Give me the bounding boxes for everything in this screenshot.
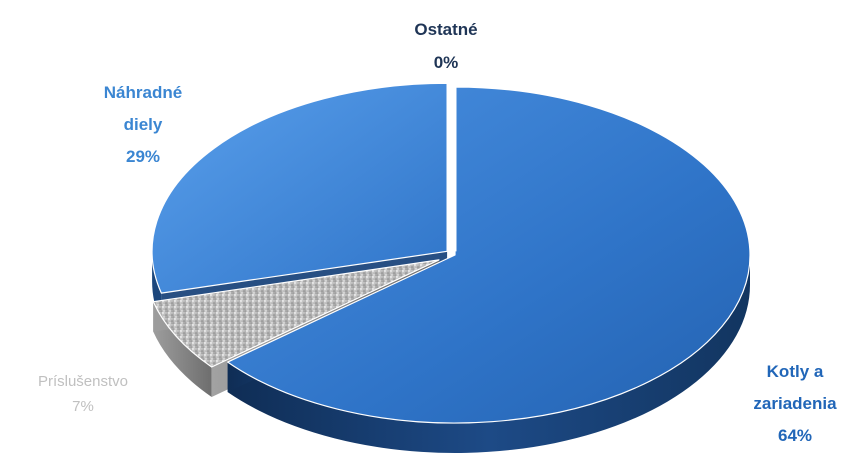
slice-label-value-2: 29% — [126, 147, 160, 166]
pie-slice-side-1 — [153, 301, 212, 397]
slice-label-value-3: 0% — [434, 53, 459, 72]
pie-slice-0 — [227, 86, 751, 453]
slice-label-value-0: 64% — [778, 426, 812, 445]
pie-slice-side-0 — [227, 255, 750, 453]
slice-label-value-1: 7% — [72, 398, 94, 415]
slice-label-name-0: Kotly a zariadenia — [753, 362, 837, 413]
slice-label-name-1: Príslušenstvo — [38, 373, 128, 390]
slice-label-name-2: Náhradné diely — [104, 83, 182, 134]
slice-label-name-3: Ostatné — [414, 20, 477, 39]
pie-slice-top-2 — [151, 82, 448, 294]
pie-slice-top-0 — [227, 86, 751, 424]
pie-slice-top-1 — [152, 259, 440, 368]
